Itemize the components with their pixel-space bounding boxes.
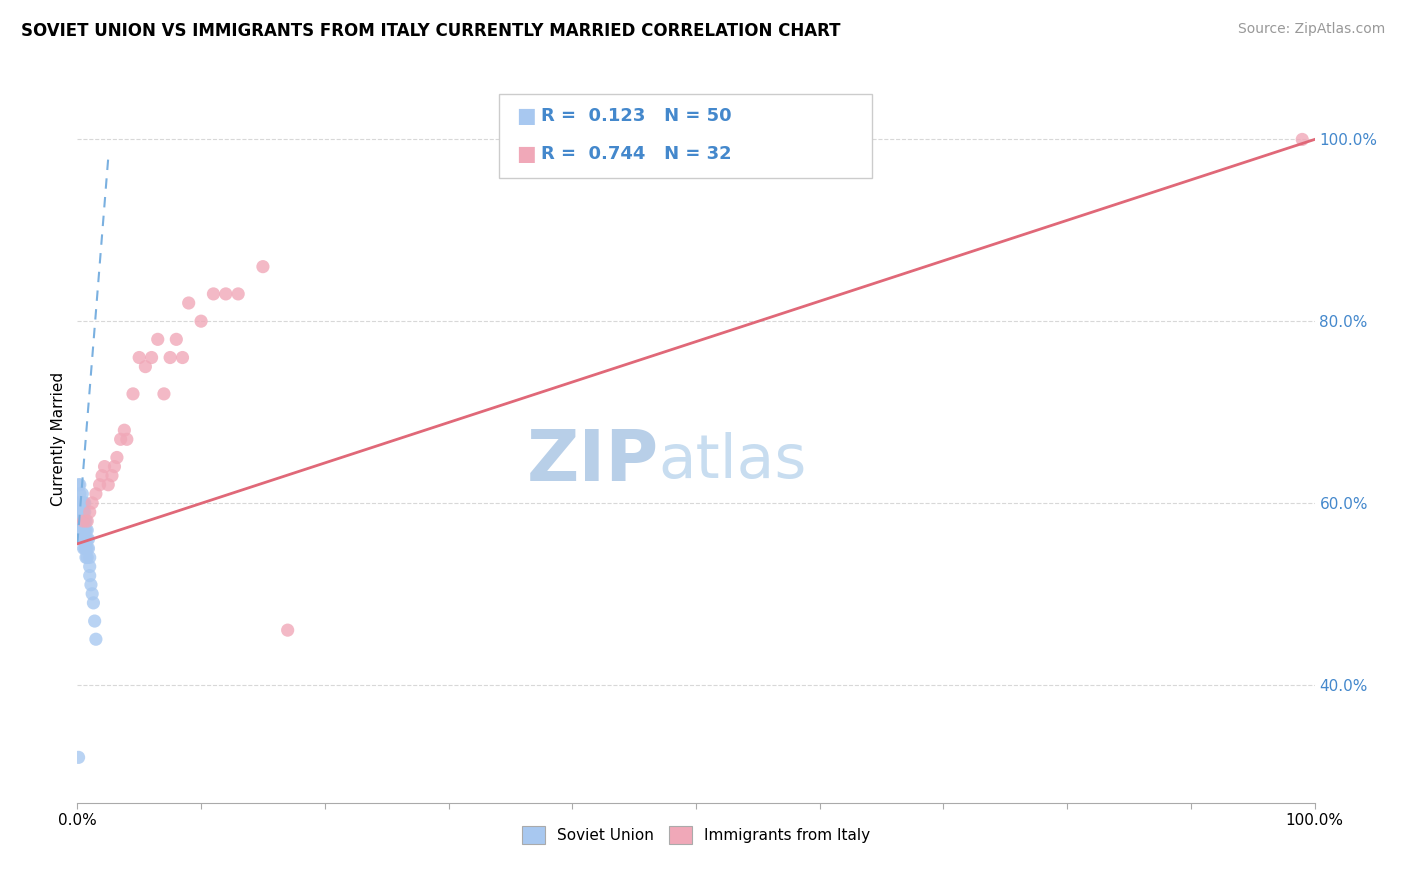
Point [80, 578, 103, 592]
Y-axis label: Currently Married: Currently Married [51, 372, 66, 507]
Point [79, 559, 101, 574]
Point [76, 533, 98, 547]
Point [277, 623, 299, 637]
Point [69, 487, 91, 501]
Point [252, 260, 274, 274]
Point [105, 450, 128, 465]
Point [72, 496, 94, 510]
Point [73, 514, 96, 528]
Point [226, 287, 249, 301]
Point [84, 632, 107, 647]
Point [67, 496, 90, 510]
Point [72, 514, 94, 528]
Point [75, 550, 97, 565]
Point [72, 523, 94, 537]
Point [67, 750, 90, 764]
Point [72, 505, 94, 519]
Point [1291, 132, 1313, 146]
Point [153, 387, 176, 401]
Point [79, 568, 101, 582]
Text: ■: ■ [516, 145, 536, 164]
Point [91, 468, 114, 483]
Point [84, 487, 107, 501]
Point [75, 514, 97, 528]
Point [141, 351, 163, 365]
Point [76, 523, 98, 537]
Point [70, 505, 93, 519]
Point [172, 351, 194, 365]
Point [76, 541, 98, 556]
Text: R =  0.744   N = 32: R = 0.744 N = 32 [541, 145, 733, 163]
Point [75, 533, 97, 547]
Point [128, 351, 150, 365]
Point [77, 541, 100, 556]
Point [72, 523, 94, 537]
Point [112, 423, 135, 437]
Point [73, 523, 96, 537]
Text: ■: ■ [516, 106, 536, 126]
Point [159, 351, 181, 365]
Point [93, 459, 115, 474]
Point [76, 550, 98, 565]
Point [69, 505, 91, 519]
Point [190, 314, 212, 328]
Text: atlas: atlas [659, 432, 807, 491]
Point [83, 614, 105, 628]
Point [177, 296, 200, 310]
Point [75, 523, 97, 537]
Point [97, 477, 120, 491]
Point [89, 477, 111, 491]
Text: ZIP: ZIP [527, 426, 659, 496]
Point [72, 514, 94, 528]
Point [75, 541, 97, 556]
Point [82, 587, 104, 601]
Point [134, 359, 156, 374]
Point [122, 387, 145, 401]
Point [202, 287, 225, 301]
Point [82, 596, 104, 610]
Point [72, 514, 94, 528]
Point [82, 496, 104, 510]
Point [67, 477, 90, 491]
Point [73, 541, 96, 556]
Point [73, 496, 96, 510]
Text: R =  0.123   N = 50: R = 0.123 N = 50 [541, 107, 733, 125]
Point [72, 533, 94, 547]
Point [72, 487, 94, 501]
Point [215, 287, 238, 301]
Point [165, 332, 187, 346]
Point [73, 505, 96, 519]
Point [70, 533, 93, 547]
Point [70, 496, 93, 510]
Point [72, 505, 94, 519]
Point [72, 496, 94, 510]
Point [69, 514, 91, 528]
Point [77, 533, 100, 547]
Point [79, 550, 101, 565]
Point [115, 432, 138, 446]
Point [70, 514, 93, 528]
Point [79, 505, 101, 519]
Point [146, 332, 169, 346]
Point [69, 477, 91, 491]
Point [70, 523, 93, 537]
Point [73, 533, 96, 547]
Point [72, 533, 94, 547]
Text: Source: ZipAtlas.com: Source: ZipAtlas.com [1237, 22, 1385, 37]
Point [69, 523, 91, 537]
Legend: Soviet Union, Immigrants from Italy: Soviet Union, Immigrants from Italy [516, 820, 876, 850]
Point [103, 459, 125, 474]
Point [110, 432, 132, 446]
Point [76, 514, 98, 528]
Point [72, 541, 94, 556]
Point [101, 468, 124, 483]
Text: SOVIET UNION VS IMMIGRANTS FROM ITALY CURRENTLY MARRIED CORRELATION CHART: SOVIET UNION VS IMMIGRANTS FROM ITALY CU… [21, 22, 841, 40]
